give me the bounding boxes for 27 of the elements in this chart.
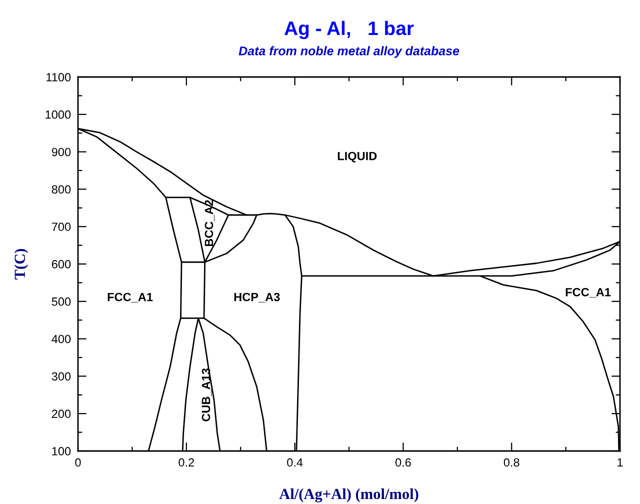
annotation: FCC_A1 — [566, 288, 611, 298]
x-tick-label: 0 — [75, 458, 81, 467]
annotation: LIQUID — [338, 152, 377, 162]
y-tick-label: 500 — [52, 297, 71, 306]
y-tick-label: 1100 — [46, 73, 71, 82]
annotation: BCC_A2 — [204, 200, 214, 246]
y-tick-label: 600 — [52, 260, 71, 268]
y-tick-label: 900 — [52, 148, 71, 156]
x-axis-title: Al/(Ag+Al) (mol/mol) — [279, 488, 418, 502]
annotation: FCC_A1 — [108, 292, 153, 303]
y-tick-label: 200 — [52, 410, 71, 418]
chart-title: Ag - Al, 1 bar — [284, 20, 414, 40]
annotation: CUB_A13 — [202, 368, 212, 422]
y-tick-label: 400 — [52, 334, 71, 344]
y-tick-label: 1000 — [46, 110, 71, 119]
x-tick-label: 0.8 — [504, 458, 520, 467]
chart-subtitle: Data from noble metal alloy database — [238, 46, 460, 58]
x-tick-label: 1 — [618, 458, 623, 466]
annotation: HCP_A3 — [234, 292, 280, 303]
x-tick-label: 0.6 — [395, 458, 411, 467]
y-tick-label: 300 — [52, 372, 71, 381]
y-tick-label: 100 — [52, 447, 71, 456]
x-tick-label: 0.4 — [287, 458, 303, 467]
x-tick-label: 0.2 — [178, 458, 194, 467]
y-axis-title: T(C) — [14, 248, 28, 280]
y-tick-label: 700 — [52, 222, 71, 231]
y-tick-label: 800 — [52, 185, 71, 194]
